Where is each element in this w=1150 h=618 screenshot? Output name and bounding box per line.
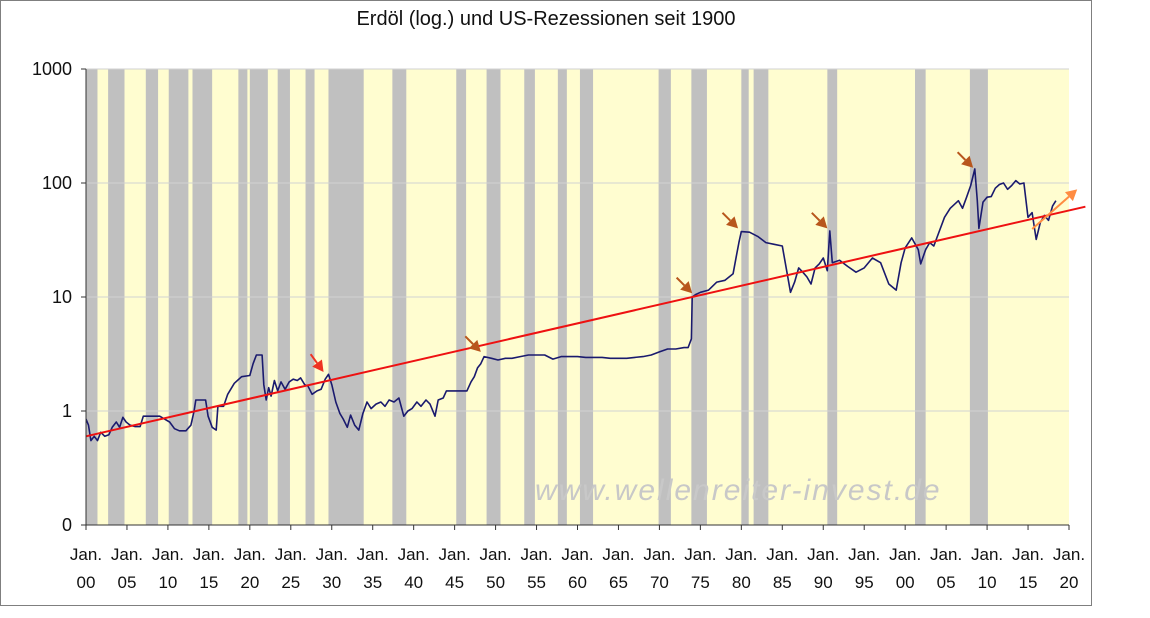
y-tick-label: 10 <box>52 287 72 307</box>
y-tick-label: 0 <box>62 515 72 535</box>
x-tick-label: 35 <box>363 573 382 592</box>
x-tick-label: Jan. <box>930 545 962 564</box>
arrow-shaft <box>721 212 731 222</box>
arrow-head <box>680 281 693 294</box>
arrow-head <box>1064 189 1078 202</box>
x-tick-label: Jan. <box>971 545 1003 564</box>
x-tick-label: Jan. <box>848 545 880 564</box>
annotation-arrow <box>675 276 693 294</box>
arrow-head <box>312 359 324 372</box>
annotation-arrow <box>309 353 324 372</box>
x-tick-label: 95 <box>855 573 874 592</box>
x-tick-label: Jan. <box>684 545 716 564</box>
x-tick-label: Jan. <box>889 545 921 564</box>
x-tick-label: 00 <box>896 573 915 592</box>
x-tick-label: Jan. <box>398 545 430 564</box>
arrow-head <box>468 339 481 352</box>
x-tick-label: Jan. <box>193 545 225 564</box>
x-tick-label: Jan. <box>275 545 307 564</box>
trend-line <box>85 205 1086 438</box>
arrow-shaft <box>1031 195 1070 230</box>
arrow-shaft <box>309 353 318 364</box>
x-tick-label: 75 <box>691 573 710 592</box>
y-tick-label: 100 <box>42 173 72 193</box>
x-tick-label: Jan. <box>1053 545 1085 564</box>
x-tick-label: Jan. <box>111 545 143 564</box>
annotation-arrow <box>464 335 481 352</box>
x-tick-label: 45 <box>445 573 464 592</box>
x-tick-label: Jan. <box>234 545 266 564</box>
arrow-shaft <box>464 335 474 345</box>
x-tick-label: 70 <box>650 573 669 592</box>
x-tick-label: 65 <box>609 573 628 592</box>
x-tick-label: 50 <box>486 573 505 592</box>
x-tick-label: Jan. <box>561 545 593 564</box>
x-tick-label: 10 <box>158 573 177 592</box>
x-tick-label: Jan. <box>520 545 552 564</box>
arrow-shaft <box>956 151 967 161</box>
x-tick-label: Jan. <box>70 545 102 564</box>
x-tick-label: 30 <box>322 573 341 592</box>
annotation-arrow <box>956 151 974 168</box>
y-tick-label: 1 <box>62 401 72 421</box>
x-tick-label: Jan. <box>152 545 184 564</box>
x-tick-label: 15 <box>1019 573 1038 592</box>
x-tick-label: 40 <box>404 573 423 592</box>
x-tick-label: Jan. <box>807 545 839 564</box>
arrow-head <box>726 216 739 229</box>
x-tick-label: 10 <box>978 573 997 592</box>
x-tick-label: 25 <box>281 573 300 592</box>
x-tick-label: Jan. <box>643 545 675 564</box>
x-tick-label: Jan. <box>725 545 757 564</box>
x-tick-label: 85 <box>773 573 792 592</box>
x-tick-label: Jan. <box>480 545 512 564</box>
series-line-oil <box>86 168 1057 442</box>
x-tick-label: 90 <box>814 573 833 592</box>
x-tick-label: 05 <box>117 573 136 592</box>
x-tick-label: 55 <box>527 573 546 592</box>
chart-title: Erdöl (log.) und US-Rezessionen seit 190… <box>356 8 736 30</box>
x-tick-label: 15 <box>199 573 218 592</box>
x-tick-label: 20 <box>240 573 259 592</box>
arrow-head <box>961 155 974 168</box>
x-tick-label: Jan. <box>357 545 389 564</box>
annotation-arrow <box>811 212 828 229</box>
arrow-shaft <box>675 276 686 287</box>
x-tick-label: 60 <box>568 573 587 592</box>
x-tick-label: Jan. <box>766 545 798 564</box>
x-tick-label: 05 <box>937 573 956 592</box>
annotation-arrow <box>1031 189 1078 230</box>
x-tick-label: Jan. <box>602 545 634 564</box>
x-tick-label: 00 <box>77 573 96 592</box>
x-tick-label: 20 <box>1060 573 1079 592</box>
arrow-shaft <box>811 212 821 222</box>
y-tick-label: 1000 <box>32 59 72 79</box>
arrow-head <box>815 216 828 229</box>
annotation-arrow <box>721 212 739 229</box>
x-tick-label: 80 <box>732 573 751 592</box>
watermark: www.wellenreiter-invest.de <box>535 474 942 507</box>
x-tick-label: Jan. <box>1012 545 1044 564</box>
x-tick-label: Jan. <box>316 545 348 564</box>
x-tick-label: Jan. <box>439 545 471 564</box>
